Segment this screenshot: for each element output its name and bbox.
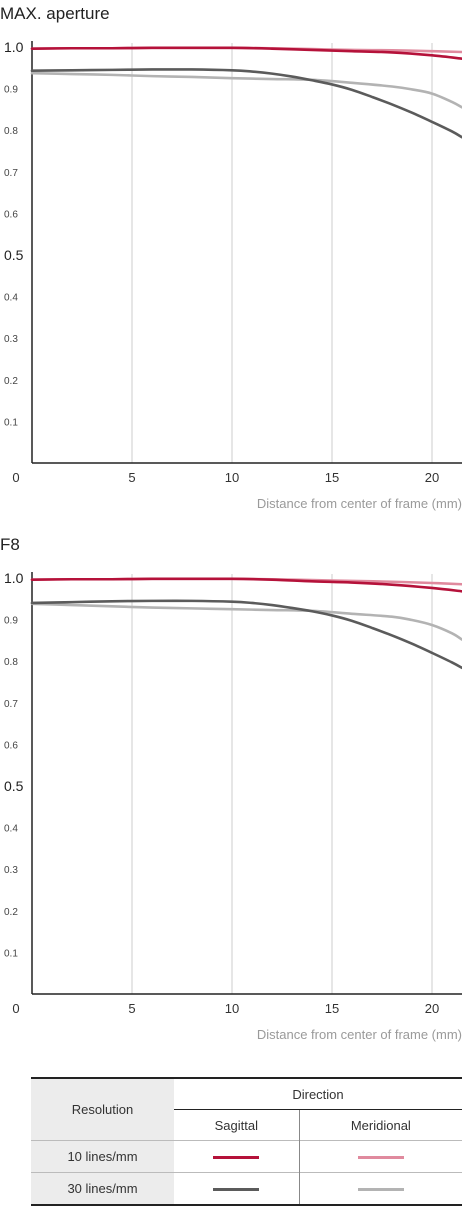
legend-row: 10 lines/mm (31, 1140, 462, 1173)
mtf-chart-max-aperture: 0.1 0.2 0.3 0.4 0.5 0.6 0.7 0.8 0.9 1.0 0 5 10 15 20 Di… (4, 39, 462, 511)
legend-swatch-10-meridional (357, 1156, 404, 1160)
legend-table: Resolution Direction Sagittal Meridional… (31, 1077, 462, 1206)
series-line (30, 602, 462, 641)
y-tick-label: 0.9 (4, 85, 18, 96)
y-tick-label: 0.6 (4, 740, 18, 751)
y-tick-label: 1.0 (4, 39, 24, 55)
chart-title-f8: F8 (0, 535, 20, 554)
y-tick-label: 0.6 (4, 209, 18, 220)
y-tick-label: 0.1 (4, 417, 18, 428)
x-axis-label: Distance from center of frame (mm) (257, 1027, 462, 1042)
y-tick-label: 0.8 (4, 657, 18, 668)
legend-swatch-30-sagittal (213, 1188, 260, 1192)
series-line (30, 577, 462, 593)
x-axis-label: Distance from center of frame (mm) (257, 496, 462, 511)
y-tick-label: 0.3 (4, 334, 18, 345)
legend-swatch-10-sagittal (213, 1156, 260, 1160)
y-tick-label: 0.5 (4, 778, 24, 794)
legend-swatch-30-meridional (357, 1188, 404, 1192)
x-tick-label: 15 (325, 1001, 339, 1016)
legend-swatch-cell (174, 1172, 300, 1206)
x-tick-label: 5 (128, 470, 135, 485)
legend-direction-header: Direction (174, 1077, 462, 1110)
x-tick-label: 0 (12, 1001, 19, 1016)
y-tick-label: 0.9 (4, 616, 18, 627)
legend-swatch-cell (299, 1172, 462, 1206)
legend-row-label: 10 lines/mm (31, 1140, 174, 1173)
x-tick-label: 10 (225, 1001, 239, 1016)
x-tick-label: 20 (425, 1001, 439, 1016)
series-line (30, 599, 462, 670)
y-tick-label: 0.4 (4, 824, 18, 835)
legend-swatch-cell (174, 1140, 300, 1173)
y-tick-label: 0.4 (4, 293, 18, 304)
y-tick-label: 0.7 (4, 699, 18, 710)
y-tick-label: 0.1 (4, 948, 18, 959)
series-line (30, 46, 462, 60)
legend-meridional-header: Meridional (350, 1117, 411, 1133)
legend-swatch-cell (299, 1140, 462, 1173)
x-tick-label: 10 (225, 470, 239, 485)
series-line (30, 68, 462, 139)
chart-title-max-aperture: MAX. aperture (0, 4, 110, 23)
legend-resolution-header: Resolution (31, 1077, 174, 1141)
x-tick-label: 0 (12, 470, 19, 485)
x-tick-label: 5 (128, 1001, 135, 1016)
y-tick-label: 0.7 (4, 168, 18, 179)
y-tick-label: 1.0 (4, 570, 24, 586)
mtf-chart-f8: 0.1 0.2 0.3 0.4 0.5 0.6 0.7 0.8 0.9 1.0 0 5 10 15 20 Di… (4, 570, 462, 1042)
y-tick-label: 0.8 (4, 126, 18, 137)
y-tick-label: 0.5 (4, 247, 24, 263)
y-tick-label: 0.2 (4, 907, 18, 918)
legend-row-label: 30 lines/mm (31, 1172, 174, 1206)
series-line (30, 71, 462, 109)
y-tick-label: 0.2 (4, 376, 18, 387)
x-tick-label: 15 (325, 470, 339, 485)
legend-sagittal-header: Sagittal (174, 1109, 300, 1141)
legend-row: 30 lines/mm (31, 1172, 462, 1206)
x-tick-label: 20 (425, 470, 439, 485)
y-tick-label: 0.3 (4, 865, 18, 876)
